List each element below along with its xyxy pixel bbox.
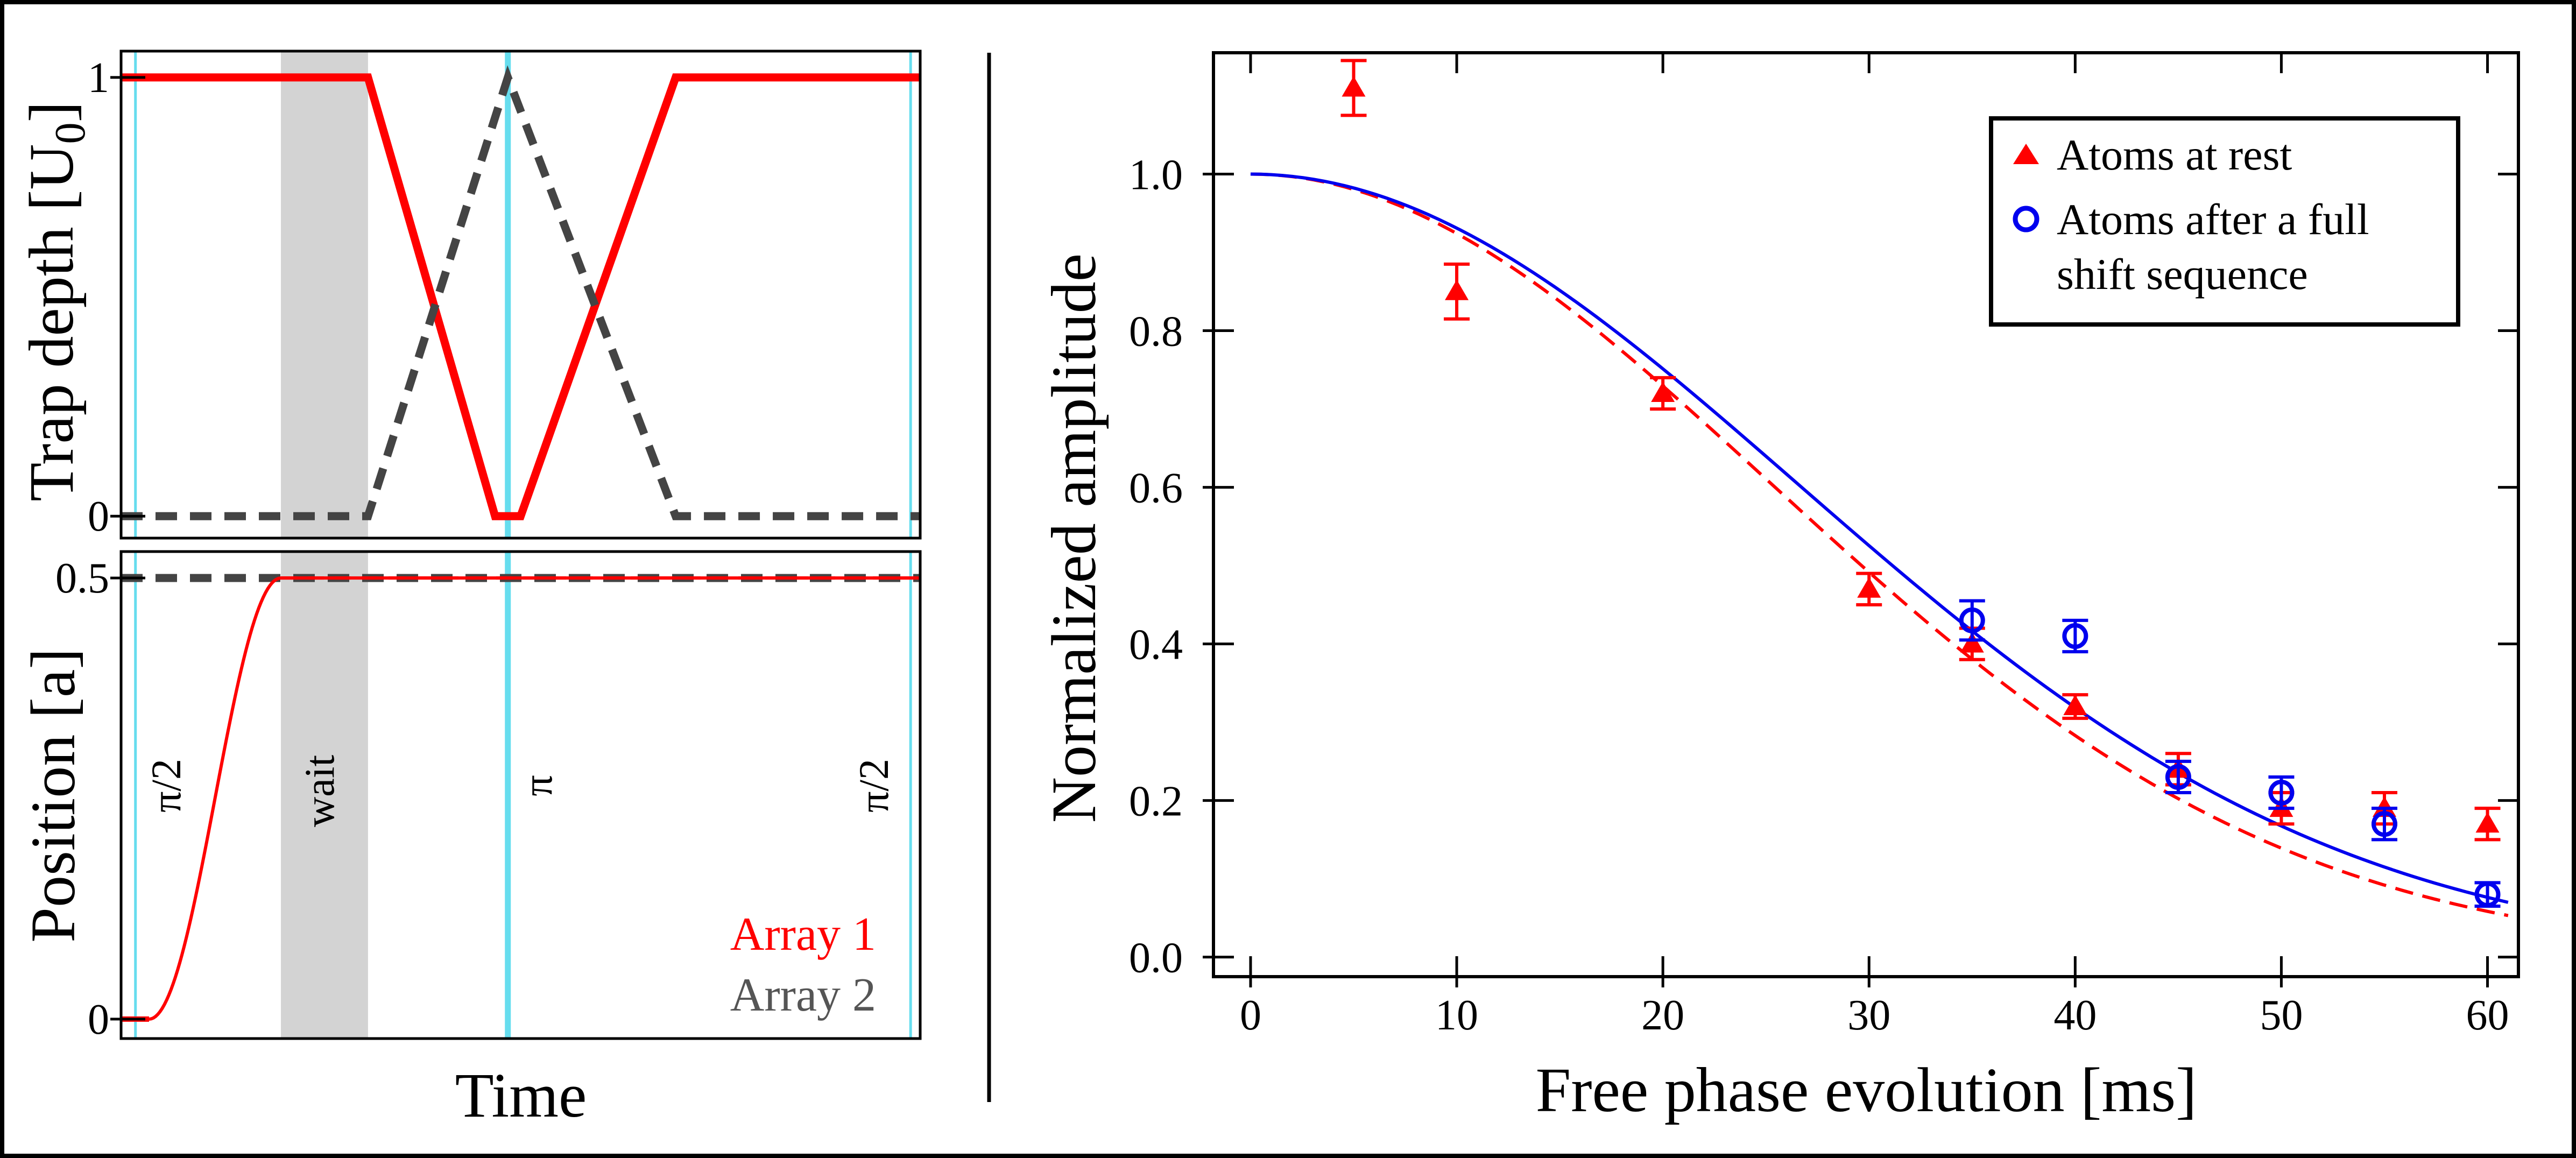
rest-data-point (1651, 381, 1675, 402)
amplitude-y-axis-label: Normalized amplitude (1039, 253, 1109, 823)
pulse-label: π/2 (143, 759, 189, 813)
x-tick-label: 40 (2053, 992, 2097, 1039)
shift-data-point (2268, 780, 2295, 806)
legend-atoms-at-rest: Atoms at rest (2057, 130, 2292, 179)
shift-data-point (2371, 811, 2397, 837)
amplitude-panel: 0 10 20 30 40 50 60 0.0 0.2 0.4 0.6 0.8 1.0 Atoms at… (1039, 51, 2520, 1125)
position-axis-label: Position [a] (18, 648, 88, 942)
rest-data-point (1445, 279, 1469, 300)
amplitude-frame (1212, 51, 2520, 978)
x-tick-label: 50 (2260, 992, 2303, 1039)
y-tick-label: 0.4 (1129, 622, 1183, 669)
wait-label: wait (296, 755, 343, 828)
rest-data-point (1342, 76, 1366, 97)
y-tick-label: 0 (88, 996, 109, 1043)
position-panel: 0.5 0 π/2 π π/2 wait Array 1 Array 2 Positi… (18, 550, 922, 1131)
y-tick-label: 0.8 (1129, 308, 1183, 356)
shift-fit-curve (1250, 172, 2509, 904)
legend-atoms-shift-line2: shift sequence (2057, 250, 2308, 299)
rest-data-point (2063, 694, 2087, 715)
x-tick-label: 20 (1641, 992, 1684, 1039)
legend-circle-marker (2013, 206, 2039, 232)
x-tick-label: 30 (1847, 992, 1890, 1039)
wait-shade (281, 51, 368, 538)
y-tick-label: 0.2 (1129, 778, 1183, 825)
shift-data-point (2062, 623, 2088, 649)
wait-shade (281, 552, 368, 1039)
array-1-line (121, 576, 920, 1021)
pulse-label: π/2 (850, 759, 897, 813)
legend-atoms-shift-line1: Atoms after a full (2057, 195, 2369, 244)
rest-data-point (1857, 577, 1881, 598)
y-tick-label: 0.5 (55, 555, 109, 602)
legend-array-1: Array 1 (730, 908, 876, 961)
legend-box (1989, 116, 2460, 327)
trap-depth-panel: 1 0 Trap depth [U0] (16, 50, 922, 540)
x-tick-label: 10 (1435, 992, 1478, 1039)
rest-data-point (1960, 632, 1984, 653)
shift-data-point (2165, 764, 2191, 790)
y-tick-label: 1.0 (1129, 152, 1183, 199)
y-tick-label: 0.6 (1129, 465, 1183, 512)
shift-data-point (1959, 607, 1985, 633)
legend-array-2: Array 2 (730, 969, 876, 1021)
shift-data-point (2474, 881, 2501, 908)
trap-depth-frame (119, 50, 922, 540)
amplitude-x-axis-label: Free phase evolution [ms] (1536, 1055, 2197, 1125)
x-tick-label: 0 (1240, 992, 1261, 1039)
y-tick-label: 1 (88, 54, 109, 102)
array-1-line (121, 73, 920, 520)
position-frame (119, 550, 922, 1040)
array-2-line (121, 65, 920, 520)
pulse-label: π (514, 775, 561, 796)
rest-fit-curve (1250, 172, 2509, 917)
amplitude-legend: Atoms at rest Atoms after a full shift s… (1989, 116, 2460, 327)
y-tick-label: 0.0 (1129, 935, 1183, 982)
x-tick-label: 60 (2466, 992, 2509, 1039)
rest-data-point (2475, 812, 2500, 833)
time-axis-label: Time (455, 1060, 587, 1131)
legend-triangle-marker (2013, 144, 2039, 164)
trap-depth-axis-label: Trap depth [U0] (16, 101, 94, 502)
y-tick-label: 0 (88, 493, 109, 540)
